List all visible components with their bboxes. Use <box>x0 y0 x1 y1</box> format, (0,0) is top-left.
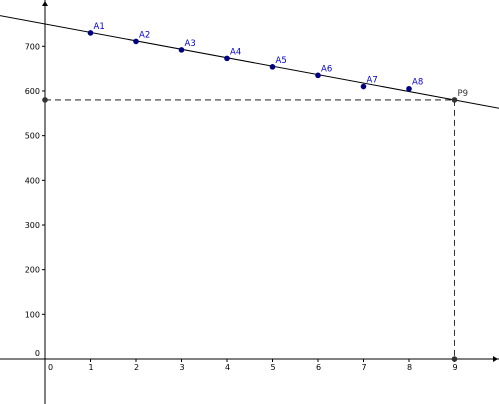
fit-line <box>0 15 499 109</box>
point-label-a1: A1 <box>94 22 105 32</box>
data-points: A1 A2 A3 A4 A5 A6 A7 A8 P9 <box>87 22 469 103</box>
x-tick-label: 4 <box>225 363 230 372</box>
point-label-a7: A7 <box>367 76 378 86</box>
y-tick-label: 600 <box>25 87 40 96</box>
data-point-a1 <box>87 30 94 36</box>
data-point-a3 <box>178 47 185 53</box>
y-tick-label: 300 <box>25 221 40 230</box>
regression-line <box>0 15 499 109</box>
x-tick-label: 8 <box>407 363 412 372</box>
x-tick-label: 3 <box>180 363 185 372</box>
y-tick-label: 700 <box>25 42 40 51</box>
x-tick-label: 0 <box>48 363 53 372</box>
y-axis-arrow <box>42 1 48 6</box>
data-point-a8 <box>406 85 412 92</box>
x-tick-label: 7 <box>362 363 367 372</box>
point-label-a6: A6 <box>321 64 332 74</box>
x-tick-label: 5 <box>271 363 276 372</box>
point-label-a2: A2 <box>139 30 150 40</box>
guide-lines <box>42 97 458 362</box>
data-point-a7 <box>360 83 367 90</box>
point-label-a5: A5 <box>276 56 287 66</box>
data-point-a5 <box>269 64 276 70</box>
y-tick-label: 100 <box>25 310 40 319</box>
projection-point-x <box>451 356 458 362</box>
projection-point-y <box>42 97 48 103</box>
x-tick-label: 6 <box>316 363 321 372</box>
point-label-a3: A3 <box>185 39 196 49</box>
x-axis-arrow <box>493 356 498 362</box>
data-point-a6 <box>315 72 321 79</box>
point-label-p9: P9 <box>458 89 469 99</box>
point-label-a4: A4 <box>230 47 241 57</box>
y-tick-label: 500 <box>25 132 40 141</box>
special-point-p9 <box>451 97 458 103</box>
x-tick-label: 2 <box>134 363 139 372</box>
point-label-a8: A8 <box>412 78 423 88</box>
data-point-a2 <box>133 38 139 45</box>
y-tick-label: 400 <box>25 176 40 185</box>
x-tick-label: 9 <box>453 363 458 372</box>
x-tick-label: 1 <box>89 363 94 372</box>
data-point-a4 <box>224 55 230 62</box>
y-tick-label: 0 <box>35 349 40 358</box>
y-tick-label: 200 <box>25 266 40 275</box>
